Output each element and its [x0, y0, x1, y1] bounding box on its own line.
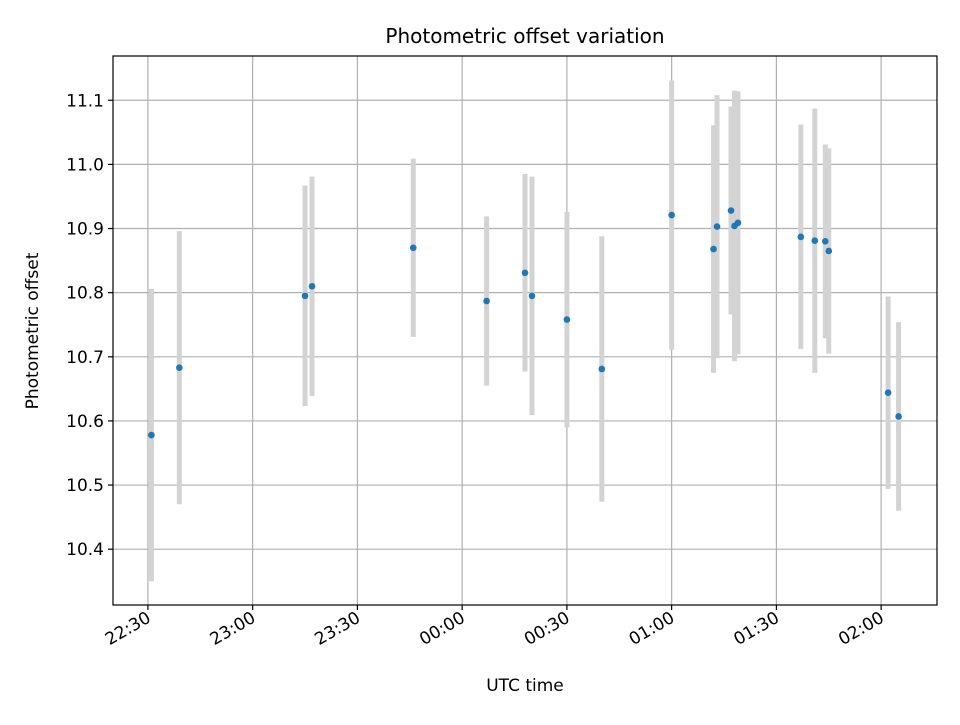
data-point — [713, 223, 721, 230]
x-axis-label: UTC time — [486, 676, 564, 696]
y-axis-label: Photometric offset — [23, 252, 43, 409]
data-point — [521, 269, 529, 277]
data-point — [895, 413, 902, 420]
data-point — [710, 245, 717, 253]
data-point — [563, 316, 571, 323]
data-point — [308, 282, 316, 290]
data-point — [821, 238, 829, 245]
grid — [113, 56, 937, 605]
y-tick-label: 11.0 — [66, 155, 104, 175]
data-point — [176, 364, 183, 371]
y-tick-label: 11.1 — [66, 91, 104, 111]
data-point — [301, 292, 309, 300]
data-point — [598, 365, 606, 373]
data-point — [884, 389, 892, 397]
y-tick-label: 10.7 — [66, 348, 104, 368]
data-point — [727, 207, 735, 214]
data-point — [811, 237, 819, 245]
data-point — [668, 211, 675, 219]
data-points — [148, 207, 902, 439]
data-point — [409, 244, 417, 252]
y-tick-label: 10.9 — [66, 220, 104, 240]
y-tick-label: 10.6 — [66, 412, 104, 432]
data-point — [148, 431, 155, 439]
data-point — [825, 247, 833, 255]
data-point — [734, 219, 742, 227]
data-point — [797, 233, 805, 241]
y-tick-label: 10.4 — [66, 540, 104, 560]
y-tick-label: 10.5 — [66, 476, 104, 496]
plot-frame — [112, 55, 938, 606]
chart-title: Photometric offset variation — [385, 24, 664, 48]
y-tick-label: 10.8 — [66, 284, 104, 304]
data-point — [528, 292, 536, 300]
data-point — [483, 297, 490, 305]
